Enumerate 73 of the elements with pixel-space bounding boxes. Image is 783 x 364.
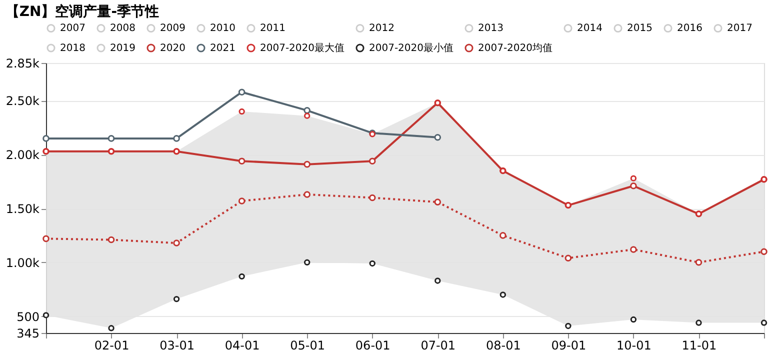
point	[500, 292, 506, 298]
y-tick-label: 500	[16, 310, 40, 324]
point	[630, 316, 637, 323]
point	[238, 158, 246, 164]
x-tick-label: 11-01	[682, 338, 717, 352]
x-tick-label: 07-01	[420, 338, 456, 352]
y-tick-label: 1.00k	[6, 256, 40, 270]
point	[304, 259, 310, 266]
x-tick-label: 09-01	[551, 338, 586, 352]
x-tick-label: 10-01	[616, 338, 652, 352]
point	[565, 322, 572, 330]
legend-label: 2007-2020最小值	[369, 42, 454, 54]
point	[238, 198, 246, 204]
point	[304, 160, 310, 168]
legend-label: 2013	[478, 23, 504, 34]
point	[368, 194, 376, 202]
legend-label: 2012	[369, 23, 394, 34]
legend-label: 2007-2020均值	[478, 42, 553, 54]
point	[304, 112, 310, 119]
point	[369, 260, 376, 267]
point	[108, 135, 115, 142]
x-tick-label: 05-01	[290, 338, 326, 352]
point	[630, 175, 637, 182]
legend-label: 2007-2020最大值	[260, 42, 345, 54]
point	[564, 254, 572, 262]
point	[42, 312, 50, 318]
point	[434, 198, 442, 206]
point	[42, 235, 50, 242]
point	[630, 182, 637, 190]
legend-label: 2021	[210, 43, 236, 54]
legend-label: 2009	[160, 23, 186, 34]
point	[760, 320, 768, 326]
point	[500, 232, 506, 239]
legend-label: 2018	[60, 43, 86, 54]
y-tick-label: 1.50k	[6, 202, 40, 216]
x-tick-label: 04-01	[224, 338, 260, 352]
legend-label: 2008	[110, 23, 136, 34]
legend-label: 2011	[260, 23, 286, 34]
y-tick-label: 2.00k	[6, 148, 40, 162]
point	[630, 246, 637, 253]
point	[108, 236, 115, 244]
point	[238, 108, 245, 115]
point	[108, 325, 114, 332]
x-tick-label: 03-01	[160, 338, 194, 352]
point	[434, 134, 442, 141]
x-tick-label: 02-01	[94, 338, 130, 352]
point	[695, 259, 702, 266]
point	[173, 240, 180, 246]
legend-label: 2019	[110, 43, 136, 54]
point	[238, 88, 246, 96]
chart-title: 【ZN】空调产量-季节性	[5, 3, 160, 20]
point	[173, 296, 180, 302]
point	[42, 135, 50, 142]
legend-label: 2007	[60, 23, 86, 34]
point	[304, 191, 310, 198]
point	[304, 107, 310, 114]
point	[434, 278, 441, 284]
y-tick-label: 2.85k	[6, 56, 40, 70]
x-tick-label: 06-01	[355, 338, 390, 352]
legend-label: 2010	[210, 23, 236, 34]
legend-label: 2016	[677, 23, 702, 34]
y-tick-label: 345	[16, 326, 40, 340]
point	[238, 273, 245, 280]
legend-label: 2017	[727, 23, 752, 34]
x-tick-label: 08-01	[486, 338, 521, 352]
point	[760, 248, 768, 256]
point	[173, 135, 180, 142]
legend-label: 2014	[577, 23, 602, 34]
legend-label: 2015	[627, 23, 652, 34]
legend-label: 2020	[160, 43, 186, 54]
point	[696, 320, 702, 326]
point	[368, 158, 376, 164]
y-tick-label: 2.50k	[6, 94, 40, 108]
